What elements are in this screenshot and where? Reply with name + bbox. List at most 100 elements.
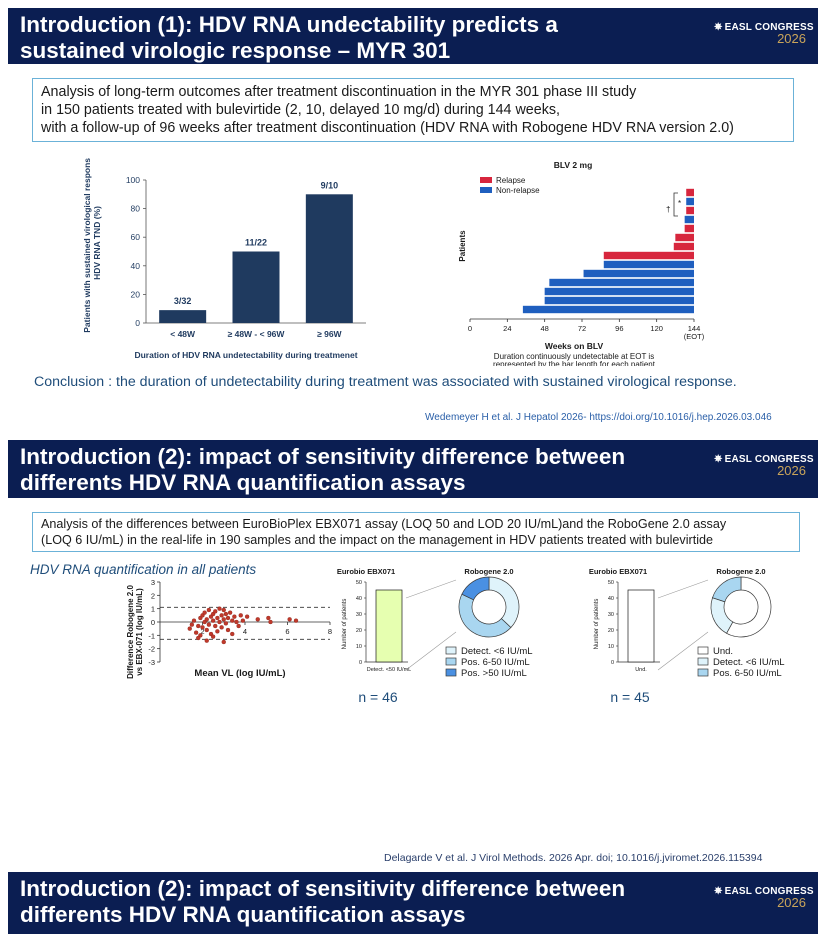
intro-line: Analysis of long-term outcomes after tre… — [41, 84, 637, 100]
easl-congress-logo: ✵ EASL CONGRESS 2026 — [714, 886, 814, 912]
data-point — [204, 627, 209, 633]
legend-label: Pos. 6-50 IU/mL — [461, 657, 530, 668]
y-tick-label: 30 — [608, 612, 614, 618]
slide-2-title: Introduction (2): impact of sensitivity … — [20, 444, 626, 495]
x-axis-label: Duration of HDV RNA undetectability duri… — [134, 350, 357, 360]
y-tick-label: 40 — [356, 596, 362, 602]
slide-3: Introduction (2): impact of sensitivity … — [8, 872, 818, 934]
y-axis-label: Patients with sustained virological resp… — [82, 158, 102, 333]
y-tick-label: 60 — [131, 232, 141, 242]
chart-title: BLV 2 mg — [554, 160, 593, 170]
slide-1-title: Introduction (1): HDV RNA undectability … — [20, 12, 558, 63]
bar — [603, 251, 694, 260]
legend-swatch — [445, 657, 457, 666]
bar-title: Eurobio EBX071 — [589, 567, 647, 576]
x-tick-label: 120 — [650, 324, 663, 333]
easl-star-icon: ✵ — [714, 22, 723, 33]
data-point — [234, 619, 239, 625]
bar — [684, 215, 694, 224]
data-point — [191, 618, 197, 623]
x-axis-label: Weeks on BLV — [545, 341, 604, 351]
y-tick-label: 30 — [356, 612, 362, 618]
bar — [544, 287, 694, 296]
easl-congress-logo: ✵ EASL CONGRESS 2026 — [714, 454, 814, 480]
data-point — [215, 615, 220, 621]
x-tick-label: 144 — [688, 324, 701, 333]
connector-line — [657, 579, 709, 671]
slide-1-header: Introduction (1): HDV RNA undectability … — [8, 8, 818, 64]
data-point — [213, 609, 218, 614]
y-tick-label: 20 — [356, 628, 362, 634]
bar — [684, 224, 694, 233]
legend-label: Detect. <6 IU/mL — [713, 657, 785, 668]
donut-slice — [710, 597, 734, 634]
logo-brand: EASL CONGRESS — [724, 886, 814, 897]
donut — [710, 576, 772, 638]
x-tick-label: ≥ 48W - < 96W — [228, 329, 286, 339]
data-point — [240, 618, 246, 623]
slide-2-header: Introduction (2): impact of sensitivity … — [8, 440, 818, 498]
bar — [549, 278, 694, 287]
data-point — [206, 607, 212, 613]
intro-line: Analysis of the differences between Euro… — [41, 517, 727, 531]
points — [187, 606, 299, 645]
slide-2-intro-box: Analysis of the differences between Euro… — [32, 512, 800, 552]
n-label: n = 46 — [358, 689, 398, 705]
legend-label: Pos. 6-50 IU/mL — [713, 668, 782, 679]
data-label: 3/32 — [174, 296, 192, 306]
x-tick-label: 8 — [328, 627, 332, 636]
logo-brand: EASL CONGRESS — [724, 454, 814, 465]
y-axis-label: Number of patients — [342, 599, 348, 650]
data-label: 11/22 — [245, 238, 267, 248]
intro-line: with a follow-up of 96 weeks after treat… — [41, 120, 734, 136]
slide-1-intro-box: Analysis of long-term outcomes after tre… — [32, 78, 794, 142]
data-point — [221, 617, 226, 622]
bars — [522, 188, 694, 314]
y-tick-label: 40 — [608, 596, 614, 602]
legend-swatch — [445, 668, 457, 677]
legend-nonrelapse-label: Non-relapse — [496, 186, 540, 195]
bar: Und. — [627, 589, 655, 673]
legend-swatch — [697, 657, 709, 666]
y-axis: 0 10 20 30 40 50 — [608, 580, 660, 666]
donut-slice — [488, 576, 520, 629]
data-point — [196, 635, 201, 641]
y-axis-label: Number of patients — [594, 599, 600, 650]
data-point — [225, 615, 231, 621]
data-point — [230, 631, 235, 637]
data-label: 9/10 — [321, 180, 339, 190]
y-tick-label: 40 — [131, 261, 141, 271]
x-tick-label: 72 — [578, 324, 586, 333]
data-point — [232, 614, 237, 619]
relapse-bar-chart: BLV 2 mg Relapse Non-relapse Patients 0 2… — [458, 160, 705, 366]
slide-1: Introduction (1): HDV RNA undectability … — [8, 8, 818, 426]
bar — [686, 188, 694, 197]
data-point — [221, 639, 226, 645]
legend-swatch — [445, 646, 457, 655]
asterisk-annotation: * — [678, 199, 681, 208]
axes: -3 -2 -1 0 1 2 3 2 4 6 8 — [148, 580, 332, 667]
data-point — [193, 630, 199, 635]
legend-label: Detect. <6 IU/mL — [461, 646, 533, 657]
data-point — [210, 618, 216, 623]
x-tick-label: 2 — [200, 627, 204, 636]
data-point — [189, 622, 195, 627]
significance-bracket — [673, 192, 678, 217]
x-axis: 0 24 48 72 96 120 144(EOT) — [468, 318, 705, 341]
bar — [603, 260, 694, 269]
intro-line: in 150 patients treated with bulevirtide… — [41, 102, 560, 118]
data-point — [204, 617, 209, 622]
data-point — [221, 607, 226, 613]
legend-swatch — [697, 646, 709, 655]
easl-congress-logo: ✵ EASL CONGRESS 2026 — [714, 22, 814, 48]
svr-bar-chart: 0 20 40 60 80 100 3/32 < 48W 11/22 ≥ 48W - < 96W… — [82, 158, 366, 360]
slide-3-title: Introduction (2): impact of sensitivity … — [20, 876, 626, 927]
y-tick-label: 50 — [608, 580, 614, 586]
chart-caption: Duration continuously undetectable at EO… — [493, 352, 656, 366]
data-point — [217, 606, 222, 611]
bars: 3/32 < 48W 11/22 ≥ 48W - < 96W 9/10 ≥ 96W — [159, 180, 353, 339]
bar — [686, 197, 694, 206]
x-tick-label: Detect. <50 IU/mL — [367, 667, 411, 673]
